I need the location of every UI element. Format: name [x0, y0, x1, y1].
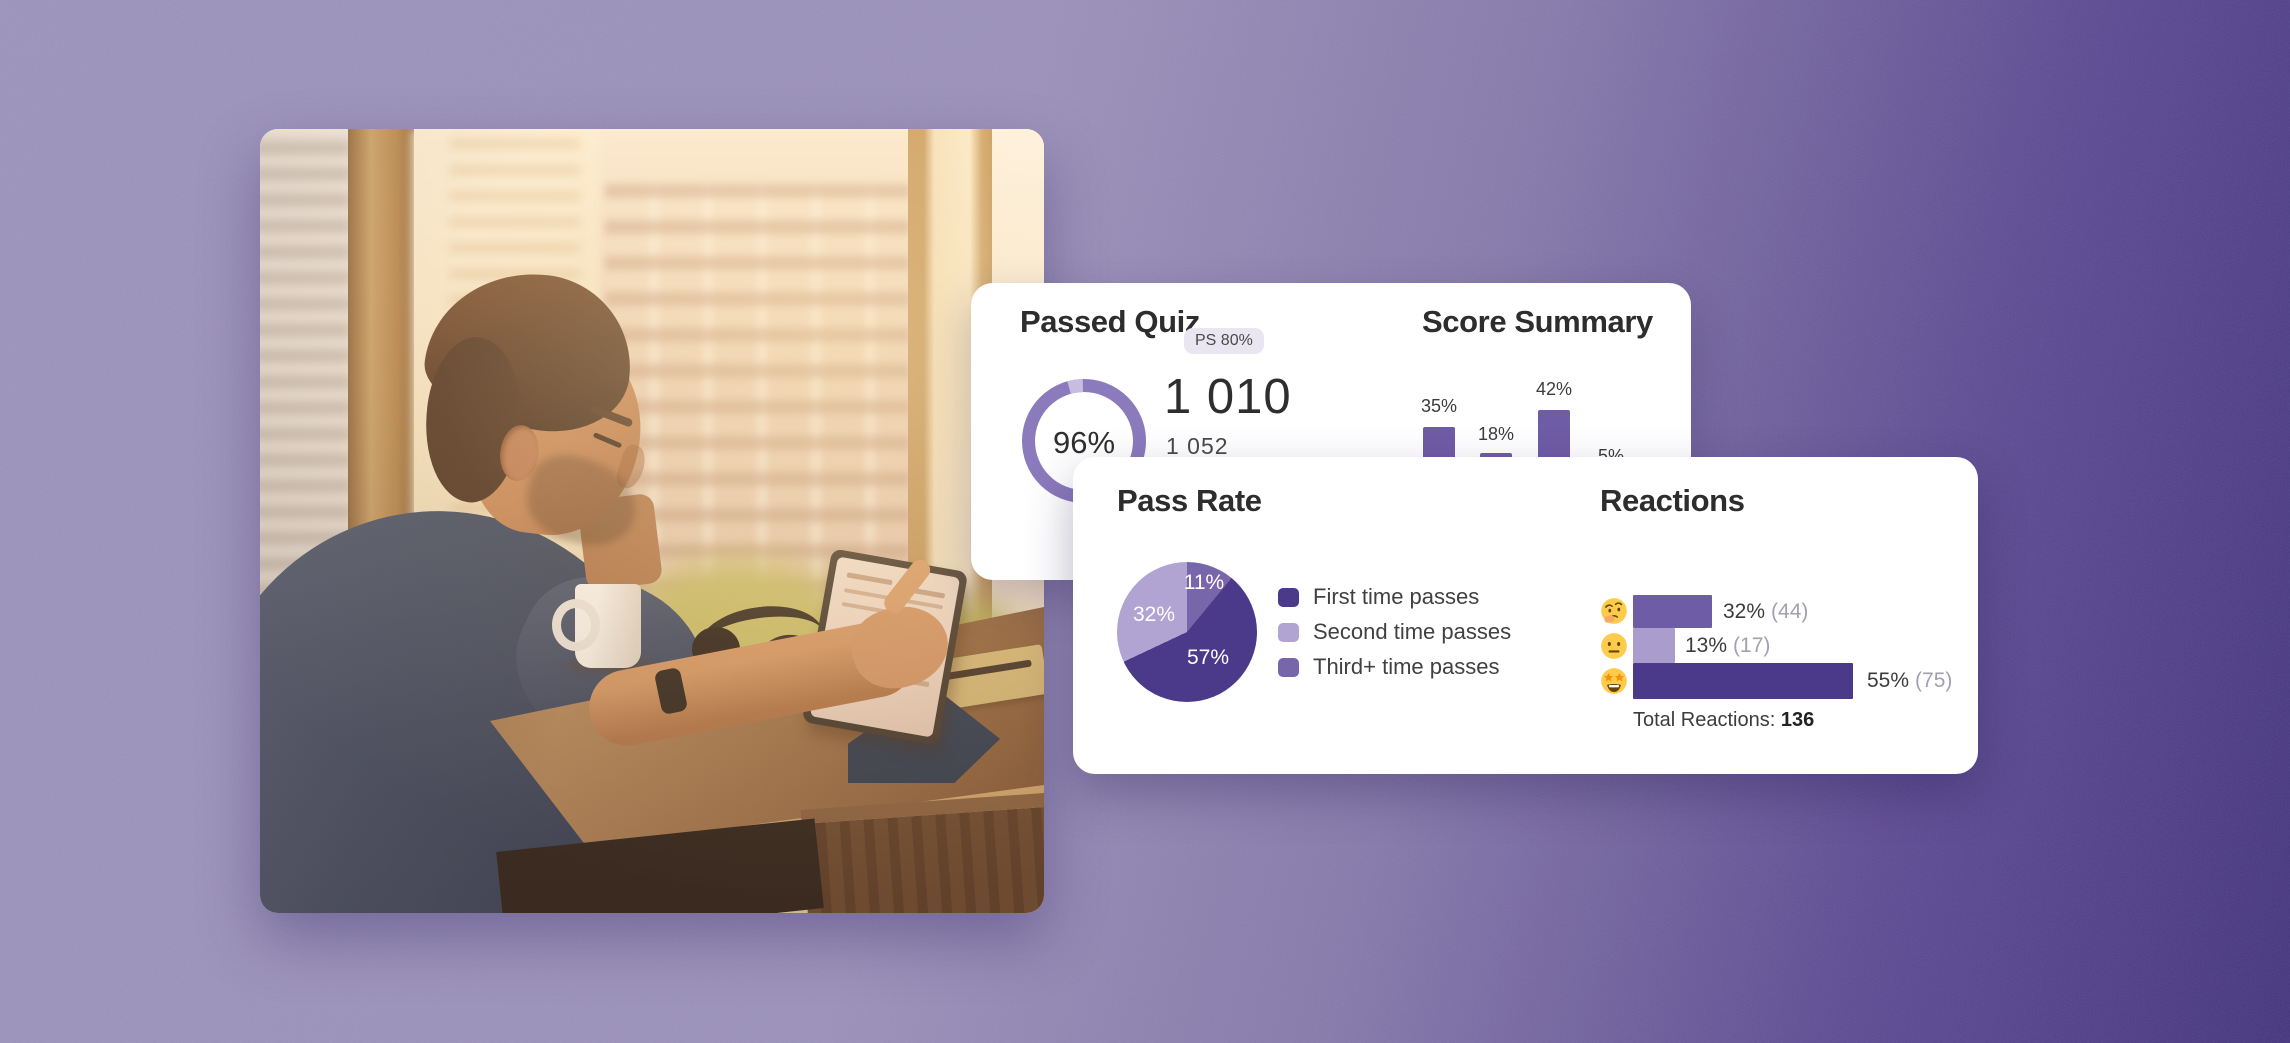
donut-percent-label: 96%	[1052, 425, 1116, 460]
total-reactions-label: Total Reactions:	[1633, 709, 1776, 731]
reaction-value-thinking: 32% (44)	[1723, 600, 1808, 624]
legend-swatch-second	[1278, 622, 1299, 642]
pie-slice-label-first: 57%	[1186, 646, 1230, 669]
reaction-value-star-struck: 55% (75)	[1867, 669, 1952, 693]
reaction-count: (17)	[1733, 634, 1771, 657]
score-bar-label: 18%	[1477, 424, 1515, 444]
reaction-count: (44)	[1771, 600, 1809, 623]
pass-rate-card: Pass Rate 11% 32% 57% First time passes …	[1073, 457, 1978, 774]
pie-slice-label-second: 32%	[1132, 603, 1176, 626]
pass-rate-title: Pass Rate	[1117, 483, 1262, 518]
building-left	[260, 129, 352, 599]
reaction-bar-thinking	[1633, 595, 1712, 628]
neutral-face-icon	[1601, 633, 1627, 659]
thinking-face-icon	[1601, 598, 1627, 624]
reactions-title: Reactions	[1600, 483, 1745, 518]
pass-rate-pie-chart	[1117, 562, 1257, 702]
reaction-percent: 32%	[1723, 600, 1766, 623]
legend-swatch-first	[1278, 587, 1299, 607]
reaction-percent: 13%	[1685, 634, 1728, 657]
legend-label-second: Second time passes	[1313, 619, 1512, 644]
reaction-bar-star-struck	[1633, 663, 1853, 699]
legend-row-third: Third+ time passes	[1278, 654, 1499, 680]
pie-slice-label-third: 11%	[1183, 571, 1225, 594]
total-count: 1 052	[1166, 433, 1229, 459]
reaction-count: (75)	[1915, 669, 1953, 692]
legend-row-second: Second time passes	[1278, 619, 1511, 645]
reaction-bar-neutral	[1633, 628, 1675, 663]
passing-score-badge: PS 80%	[1184, 328, 1264, 354]
score-summary-title: Score Summary	[1422, 304, 1653, 339]
star-struck-face-icon	[1601, 668, 1627, 694]
legend-label-third: Third+ time passes	[1313, 654, 1500, 679]
total-reactions-value: 136	[1780, 709, 1815, 731]
passed-count: 1 010	[1164, 370, 1292, 424]
legend-row-first: First time passes	[1278, 584, 1479, 610]
legend-label-first: First time passes	[1313, 584, 1480, 609]
photo-man-using-tablet	[260, 129, 1044, 913]
warm-light-overlay	[260, 129, 1044, 913]
score-bar-label: 35%	[1420, 396, 1458, 416]
legend-swatch-third	[1278, 657, 1299, 677]
reaction-value-neutral: 13% (17)	[1685, 634, 1770, 658]
reaction-percent: 55%	[1867, 669, 1910, 692]
mug-handle	[552, 599, 600, 651]
total-reactions: Total Reactions: 136	[1633, 709, 1814, 732]
passed-quiz-title: Passed Quiz	[1020, 304, 1200, 339]
score-bar-label: 42%	[1535, 379, 1573, 399]
